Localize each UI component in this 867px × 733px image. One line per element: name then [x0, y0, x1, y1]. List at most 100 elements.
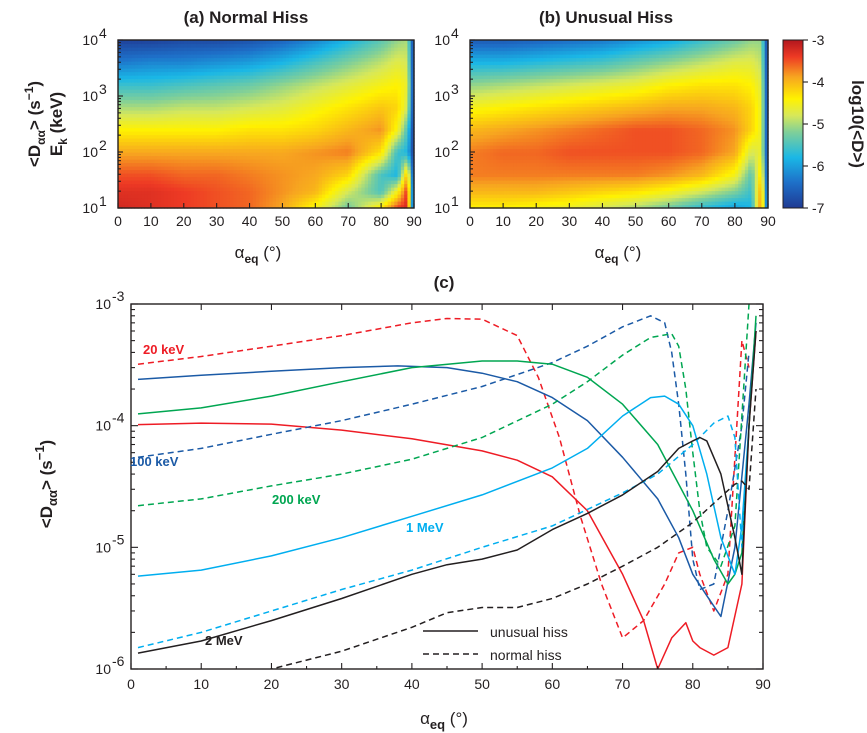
heatmap-cell [206, 61, 211, 66]
heatmap-cell [394, 117, 399, 122]
heatmap-cell [371, 159, 376, 164]
heatmap-cell [715, 197, 719, 202]
heatmap-cell [592, 180, 597, 185]
heatmap-cell [144, 61, 149, 66]
heatmap-cell [259, 180, 264, 185]
heatmap-cell [325, 138, 330, 143]
heatmap-cell [335, 204, 339, 209]
heatmap-cell [295, 99, 300, 104]
heatmap-cell [134, 71, 139, 76]
heatmap-cell [361, 85, 366, 90]
heatmap-cell [536, 187, 541, 192]
heatmap-cell [118, 124, 122, 129]
heatmap-cell [154, 152, 159, 157]
heatmap-cell [348, 131, 353, 136]
heatmap-cell [312, 106, 316, 111]
heatmap-cell [216, 113, 221, 118]
heatmap-cell [516, 183, 521, 188]
heatmap-cell [394, 120, 399, 125]
heatmap-cell [351, 194, 356, 199]
heatmap-cell [374, 99, 379, 104]
heatmap-cell [259, 148, 264, 153]
heatmap-cell [137, 197, 142, 202]
heatmap-cell [335, 92, 339, 97]
heatmap-cell [754, 201, 759, 206]
heatmap-cell [658, 204, 663, 209]
heatmap-cell [302, 197, 307, 202]
heatmap-cell [354, 40, 359, 45]
heatmap-cell [190, 75, 195, 80]
heatmap-cell [121, 47, 126, 52]
heatmap-cell [187, 106, 191, 111]
heatmap-cell [758, 183, 762, 188]
heatmap-cell [652, 183, 657, 188]
heatmap-cell [321, 103, 326, 108]
heatmap-cell [308, 78, 313, 83]
heatmap-cell [295, 113, 300, 118]
heatmap-cell [236, 176, 241, 181]
heatmap-cell [318, 71, 323, 76]
heatmap-cell [387, 89, 392, 94]
heatmap-cell [341, 131, 346, 136]
heatmap-cell [200, 75, 205, 80]
heatmap-cell [275, 169, 280, 174]
heatmap-cell [410, 82, 415, 87]
heatmap-cell [404, 50, 409, 55]
heatmap-cell [665, 197, 670, 202]
heatmap-cell [404, 187, 409, 192]
heatmap-cell [354, 117, 359, 122]
heatmap-cell [206, 131, 211, 136]
heatmap-cell [121, 124, 126, 129]
heatmap-cell [404, 159, 409, 164]
heatmap-cell [381, 47, 385, 52]
heatmap-cell [157, 204, 162, 209]
heatmap-cell [483, 183, 488, 188]
heatmap-cell [384, 89, 389, 94]
heatmap-cell [223, 204, 228, 209]
heatmap-cell [325, 50, 330, 55]
heatmap-cell [193, 40, 198, 45]
heatmap-cell [744, 204, 749, 209]
heatmap-cell [298, 54, 303, 59]
heatmap-cell [141, 173, 145, 178]
heatmap-cell [331, 61, 336, 66]
heatmap-cell [239, 127, 244, 132]
heatmap-cell [605, 194, 610, 199]
heatmap-cell [275, 103, 280, 108]
heatmap-cell [302, 145, 307, 150]
heatmap-cell [341, 75, 346, 80]
heatmap-cell [206, 89, 211, 94]
heatmap-cell [404, 145, 409, 150]
heatmap-cell [177, 103, 182, 108]
heatmap-cell [223, 176, 228, 181]
heatmap-cell [338, 120, 343, 125]
heatmap-cell [738, 190, 743, 195]
heatmap-cell [173, 176, 178, 181]
heatmap-cell [407, 148, 412, 153]
heatmap-cell [305, 120, 310, 125]
heatmap-cell [295, 204, 300, 209]
heatmap-cell [394, 166, 399, 171]
heatmap-cell [390, 113, 395, 118]
heatmap-cell [219, 43, 224, 48]
heatmap-cell [275, 127, 280, 132]
heatmap-cell [229, 47, 234, 52]
heatmap-cell [180, 89, 185, 94]
heatmap-cell [289, 190, 293, 195]
heatmap-cell [331, 120, 336, 125]
heatmap-cell [328, 127, 333, 132]
heatmap-cell [141, 54, 145, 59]
heatmap-cell [177, 124, 182, 129]
heatmap-cell [348, 99, 353, 104]
heatmap-cell [305, 85, 310, 90]
heatmap-cell [147, 145, 152, 150]
heatmap-cell [476, 201, 481, 206]
heatmap-cell [374, 50, 379, 55]
heatmap-cell [213, 64, 218, 69]
heatmap-cell [242, 180, 247, 185]
heatmap-cell [210, 99, 214, 104]
heatmap-cell [289, 166, 293, 171]
heatmap-cell [262, 54, 267, 59]
heatmap-cell [193, 82, 198, 87]
heatmap-cell [177, 169, 182, 174]
